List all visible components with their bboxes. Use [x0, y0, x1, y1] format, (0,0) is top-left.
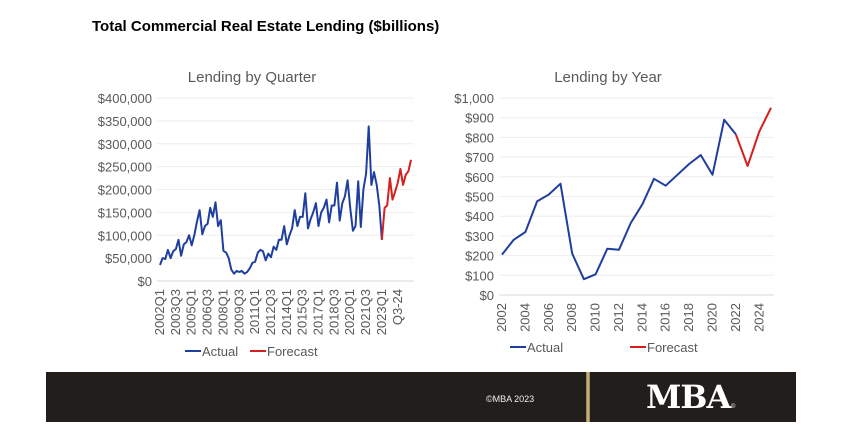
- y-tick-label: $300,000: [98, 137, 152, 152]
- y-tick-label: $150,000: [98, 205, 152, 220]
- y-tick-label: $1,000: [454, 91, 494, 106]
- y-tick-label: $400,000: [98, 91, 152, 106]
- mba-logo: MBA®: [646, 378, 736, 416]
- x-tick-label: 2015Q3: [295, 289, 310, 335]
- x-tick-label: 2023Q1: [374, 289, 389, 335]
- y-tick-label: $800: [465, 130, 494, 145]
- series-line-forecast: [380, 159, 412, 240]
- footer-divider: [586, 372, 590, 422]
- x-tick-label: 2014: [634, 303, 649, 332]
- x-tick-label: Q3-24: [390, 289, 405, 325]
- x-tick-label: 2022: [728, 303, 743, 332]
- x-tick-label: 2002: [494, 303, 509, 332]
- y-tick-label: $700: [465, 150, 494, 165]
- series-line-forecast: [734, 107, 772, 167]
- legend-label-actual: Actual: [527, 340, 563, 355]
- legend-label-actual: Actual: [202, 344, 238, 359]
- x-tick-label: 2004: [517, 303, 532, 332]
- figure-title: Total Commercial Real Estate Lending ($b…: [92, 18, 440, 35]
- legend-label-forecast: Forecast: [647, 340, 698, 355]
- y-tick-label: $300: [465, 229, 494, 244]
- x-tick-label: 2018Q3: [326, 289, 341, 335]
- y-tick-label: $600: [465, 170, 494, 185]
- x-tick-label: 2020Q1: [342, 289, 357, 335]
- x-tick-label: 2016: [658, 303, 673, 332]
- x-tick-label: 2006: [541, 303, 556, 332]
- y-tick-label: $100: [465, 268, 494, 283]
- y-tick-label: $100,000: [98, 228, 152, 243]
- x-tick-label: 2024: [751, 303, 766, 332]
- x-tick-label: 2012Q3: [263, 289, 278, 335]
- x-tick-label: 2011Q1: [247, 289, 262, 334]
- y-tick-label: $200: [465, 249, 494, 264]
- x-tick-label: 2002Q1: [152, 289, 167, 335]
- series-line-actual: [159, 125, 383, 275]
- y-tick-label: $0: [138, 274, 152, 289]
- footer-bar: ©MBA 2023 MBA®: [46, 372, 796, 422]
- x-tick-label: 2021Q3: [358, 289, 373, 335]
- legend-label-forecast: Forecast: [267, 344, 318, 359]
- series-line-actual: [501, 118, 737, 281]
- y-tick-label: $0: [480, 288, 494, 303]
- chart-title: Lending by Year: [554, 69, 662, 86]
- y-tick-label: $400: [465, 209, 494, 224]
- copyright-text: ©MBA 2023: [486, 394, 535, 404]
- y-tick-label: $250,000: [98, 160, 152, 175]
- x-tick-label: 2009Q3: [231, 289, 246, 335]
- x-tick-label: 2014Q1: [279, 289, 294, 335]
- x-tick-label: 2010: [588, 303, 603, 332]
- x-tick-label: 2020: [705, 303, 720, 332]
- y-tick-label: $900: [465, 111, 494, 126]
- x-tick-label: 2008: [564, 303, 579, 332]
- x-tick-label: 2012: [611, 303, 626, 332]
- y-tick-label: $200,000: [98, 183, 152, 198]
- x-tick-label: 2008Q1: [215, 289, 230, 335]
- y-tick-label: $500: [465, 190, 494, 205]
- x-tick-label: 2018: [681, 303, 696, 332]
- x-tick-label: 2006Q3: [200, 289, 215, 335]
- mba-logo-text: MBA: [646, 378, 731, 416]
- y-tick-label: $350,000: [98, 114, 152, 129]
- y-tick-label: $50,000: [105, 251, 152, 266]
- x-tick-label: 2003Q3: [168, 289, 183, 335]
- x-tick-label: 2005Q1: [184, 289, 199, 335]
- x-tick-label: 2017Q1: [311, 289, 326, 335]
- chart-title: Lending by Quarter: [188, 69, 316, 86]
